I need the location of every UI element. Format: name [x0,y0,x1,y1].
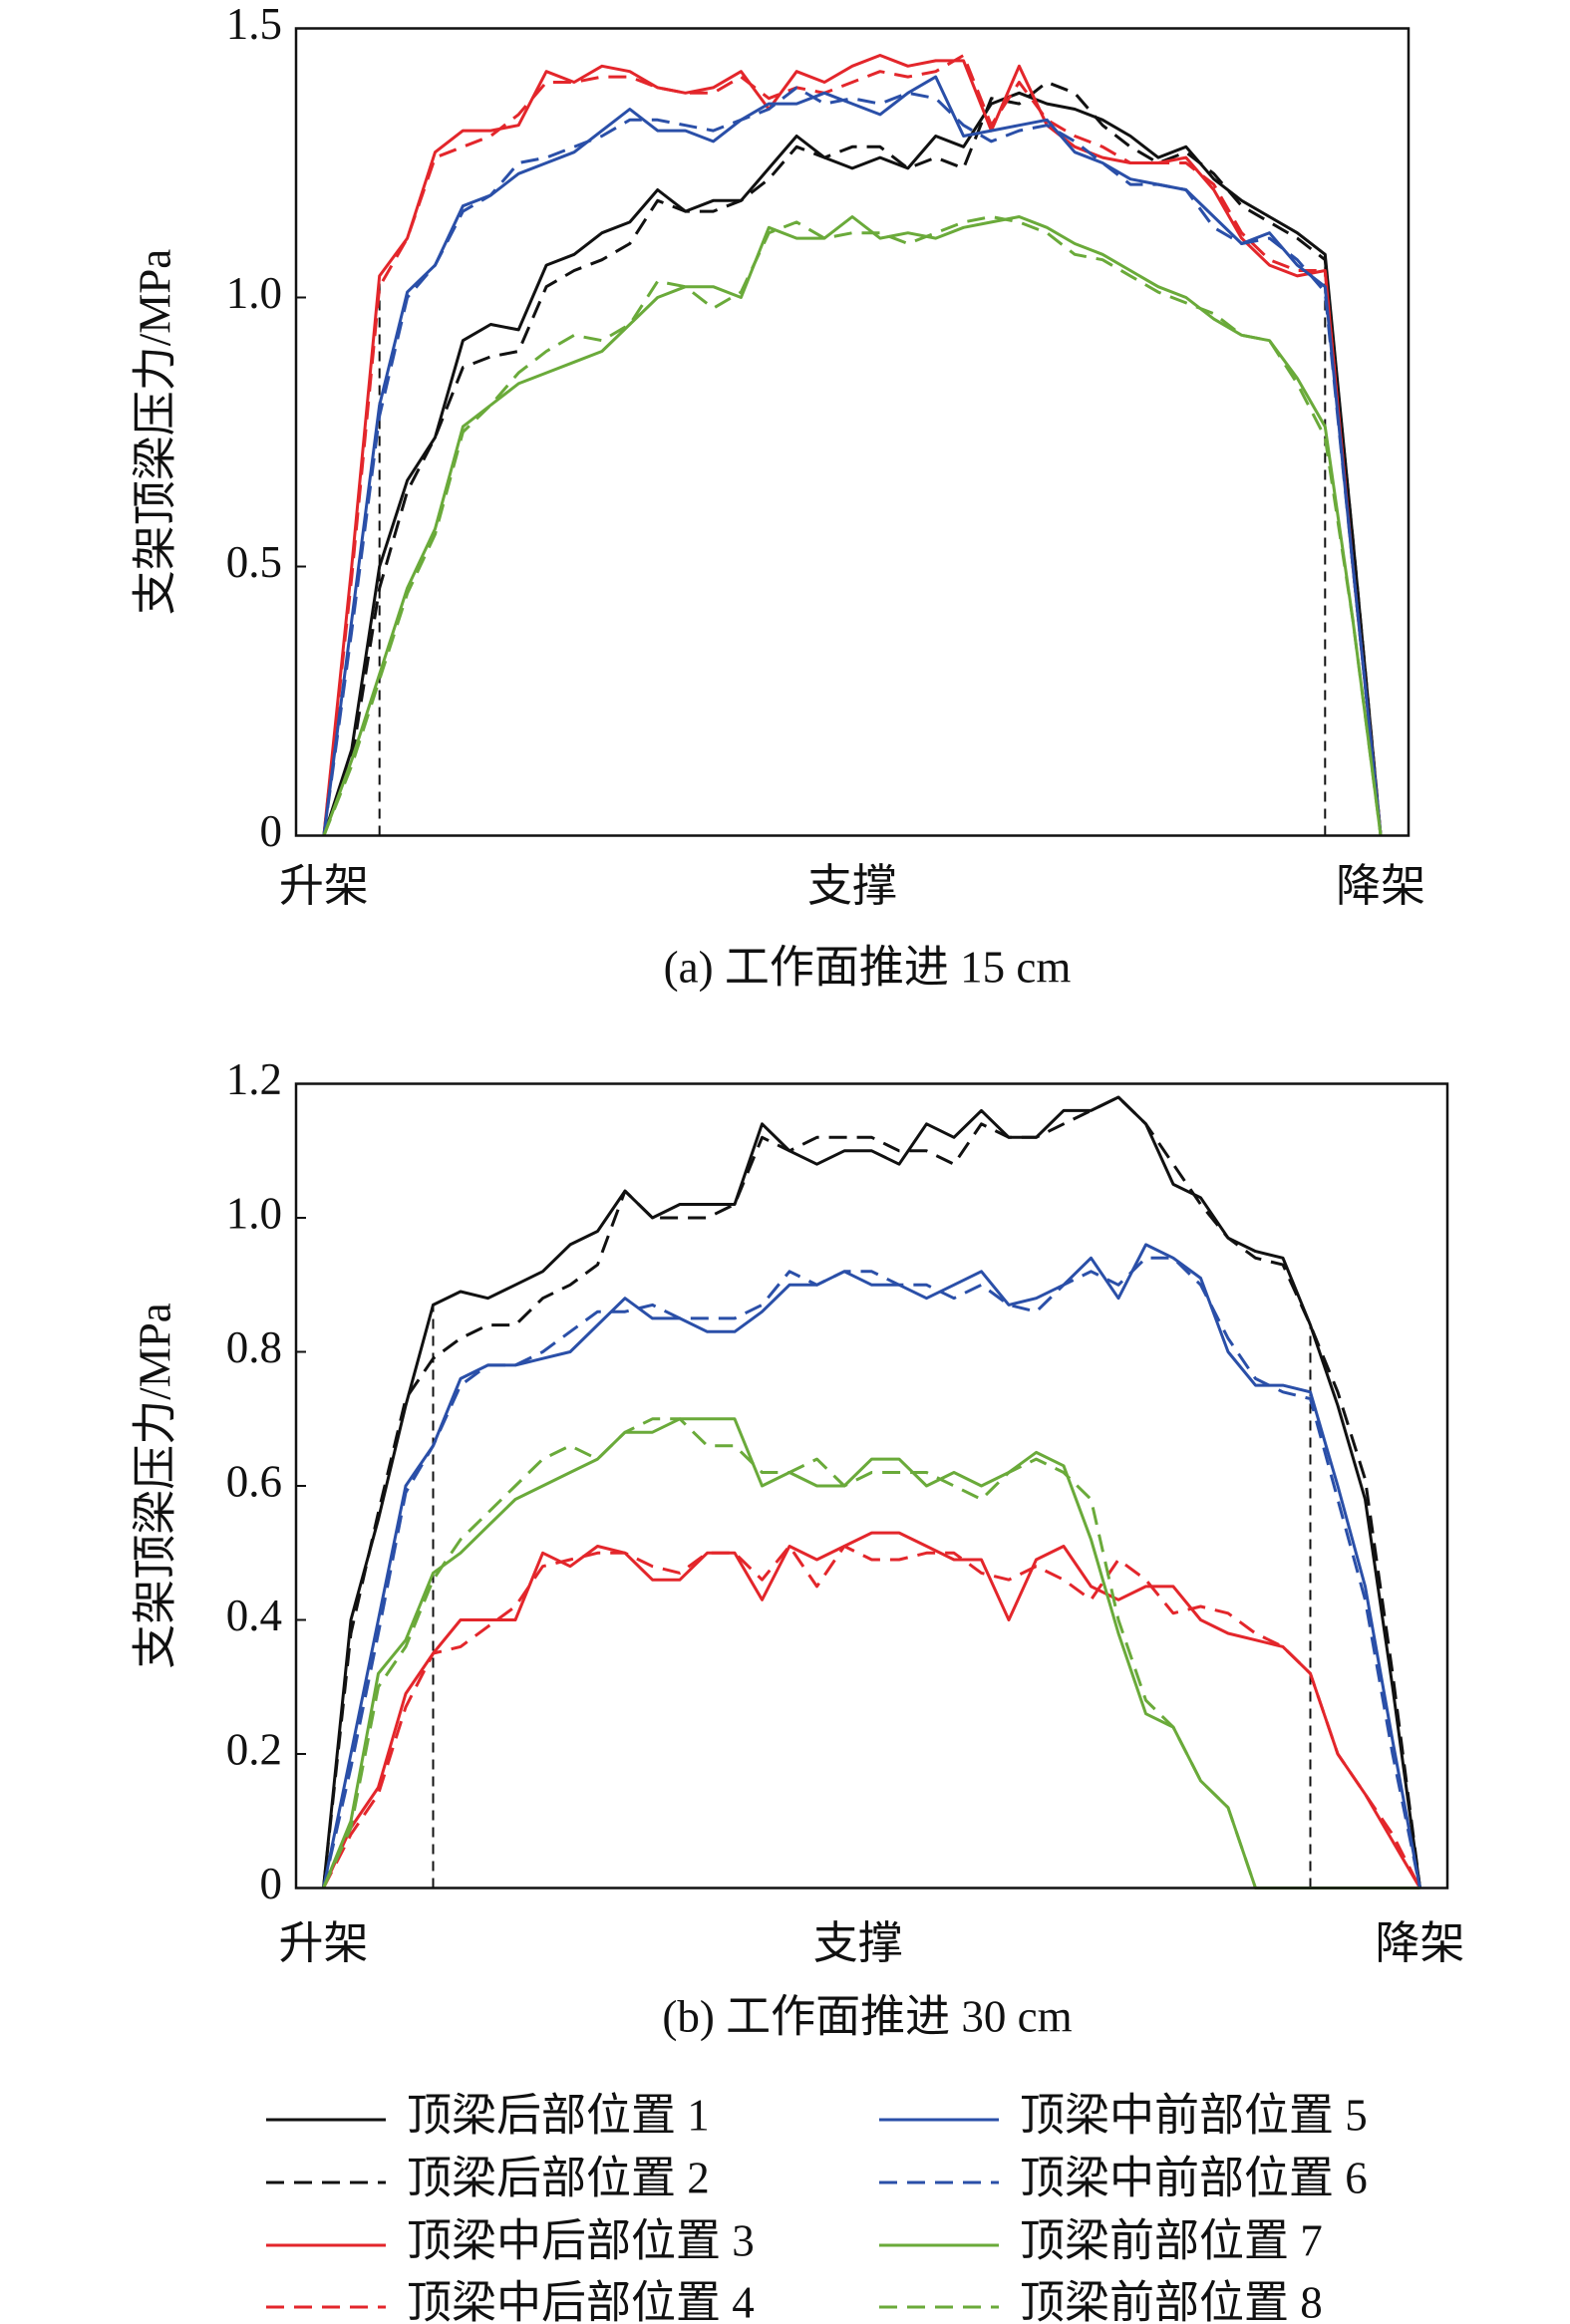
y-tick-label: 1.5 [226,0,282,49]
series-line [322,1545,1421,1889]
legend-label: 顶梁后部位置 2 [407,2153,710,2202]
x-tick-label: 降架 [1336,859,1425,912]
x-tick-label: 支撑 [807,859,897,912]
series-line [322,91,1383,836]
plot-frame [294,1082,1449,1889]
series-line [322,1095,1421,1888]
plot: 0 0.5 1.0 1.5 升架 支撑 降架 支架顶梁压力/MPa (a) 工作面推进 15 c… [130,0,1425,992]
series-line [322,1531,1421,1889]
chart-caption: (a) 工作面推进 15 cm [664,942,1072,992]
legend-label: 顶梁中后部位置 4 [407,2277,755,2324]
plot-frame [294,27,1411,837]
legend-label: 顶梁前部位置 8 [1020,2277,1323,2324]
y-tick-label: 1.0 [226,268,282,318]
y-tick-label: 0.8 [226,1322,282,1372]
legend-label: 顶梁中后部位置 3 [407,2215,755,2265]
series-line [322,1095,1421,1888]
series-line [322,54,1383,836]
x-tick-label: 支撑 [813,1916,903,1969]
x-tick-label: 升架 [278,1916,368,1969]
x-tick-label: 降架 [1375,1916,1464,1969]
y-axis-label: 支架顶梁压力/MPa [130,1303,179,1669]
series-line [322,86,1383,836]
series-line [322,81,1383,837]
y-tick-label: 0.2 [226,1724,282,1774]
series-line [322,1417,1420,1889]
y-tick-label: 0 [260,806,283,856]
y-tick-label: 0 [260,1859,283,1908]
series-line [322,54,1383,836]
series-line [322,215,1383,837]
series-line [322,1417,1420,1889]
series-line [322,1243,1421,1888]
y-tick-label: 0.5 [226,537,282,587]
x-tick-label: 升架 [279,859,369,912]
series-line [322,75,1383,836]
series-line [322,215,1383,837]
plot: 0 0.2 0.4 0.6 0.8 1.0 1.2 升架 支撑 降架 支架顶梁压力/MPa (b) 工… [130,1054,1464,2042]
legend-label: 顶梁后部位置 1 [407,2090,710,2140]
legend-label: 顶梁中前部位置 5 [1020,2090,1368,2140]
y-tick-label: 0.4 [226,1591,282,1640]
chart-caption: (b) 工作面推进 30 cm [662,1991,1072,2041]
legend-label: 顶梁中前部位置 6 [1020,2153,1368,2202]
y-tick-label: 1.0 [226,1188,282,1238]
y-tick-label: 0.6 [226,1456,282,1506]
series-line [322,1256,1421,1888]
y-axis-label: 支架顶梁压力/MPa [130,249,179,616]
y-tick-label: 1.2 [226,1054,282,1104]
legend-label: 顶梁前部位置 7 [1020,2215,1323,2265]
